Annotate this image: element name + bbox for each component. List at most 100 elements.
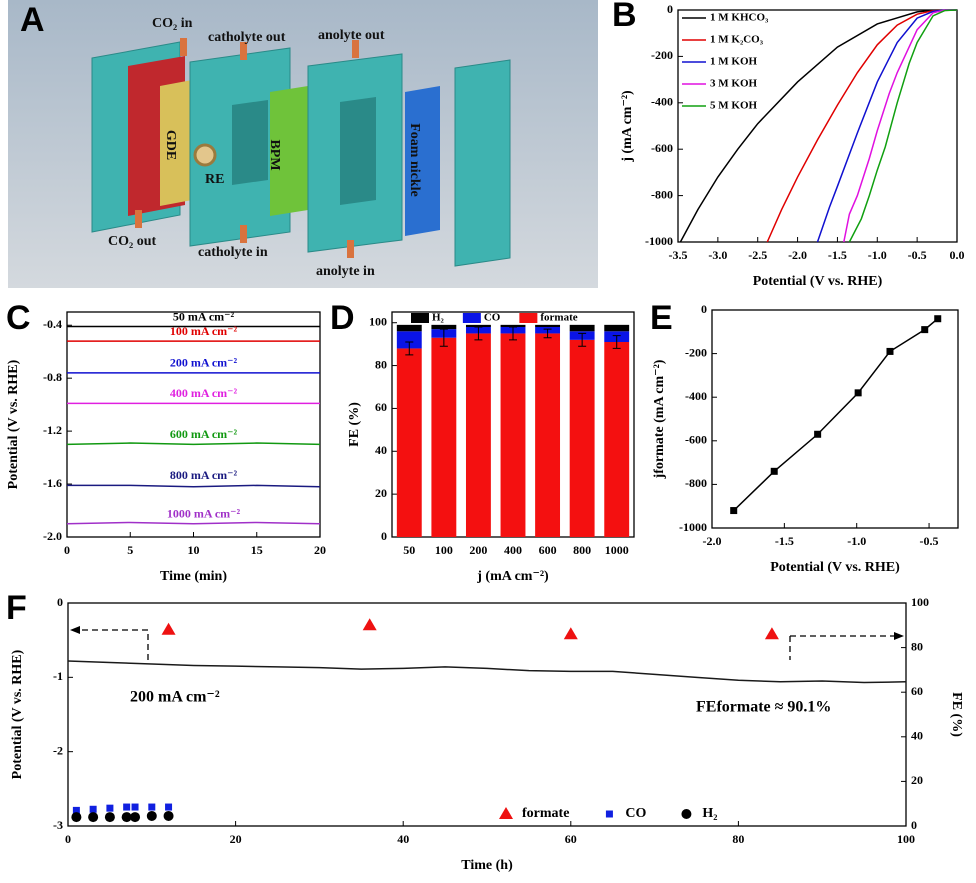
y2-tick-label: 60 — [911, 684, 923, 698]
marker — [130, 812, 141, 823]
y2-tick-label: 100 — [911, 595, 929, 609]
error-bar — [439, 328, 448, 347]
legend-label: 1 M KHCO₃ — [710, 12, 769, 24]
y-tick-label: 0 — [667, 2, 673, 16]
diagram-label: anolyte in — [316, 264, 375, 279]
foam-nickel — [405, 86, 440, 236]
error-bar — [509, 326, 517, 341]
arrow-head — [894, 632, 904, 640]
y-tick-label: 20 — [375, 486, 387, 500]
series-line — [67, 484, 321, 488]
series-line — [66, 442, 321, 446]
y-axis-label: Potential (V vs. RHE) — [6, 359, 21, 489]
error-bar — [474, 326, 483, 341]
port — [240, 42, 247, 60]
y-tick-label: -2.0 — [43, 529, 62, 543]
legend-label: 5 M KOH — [710, 100, 757, 112]
y-axis-label: Potential (V vs. RHE) — [10, 649, 25, 779]
annotation: 200 mA cm⁻² — [130, 689, 220, 706]
x-axis-label: j (mA cm⁻²) — [476, 569, 549, 584]
y-tick-label: 0 — [381, 529, 387, 543]
marker — [104, 812, 115, 823]
port — [347, 240, 354, 258]
y-tick-label: 80 — [375, 357, 387, 371]
y-tick-label: -200 — [685, 345, 707, 359]
bar-segment — [396, 331, 422, 349]
x-tick-label: 800 — [573, 543, 591, 557]
y-axis-label: j (mA cm⁻²) — [620, 90, 635, 163]
series-label: 200 mA cm⁻² — [170, 356, 238, 370]
x-tick-label: -0.5 — [920, 534, 939, 548]
marker — [131, 803, 139, 811]
y2-tick-label: 20 — [911, 773, 923, 787]
x-tick-label: -2.0 — [703, 534, 722, 548]
x-tick-label: 15 — [251, 543, 263, 557]
port — [180, 38, 187, 56]
diagram-label: CO₂ in — [152, 16, 193, 31]
legend-label: CO — [625, 806, 646, 821]
x-tick-label: 50 — [403, 543, 415, 557]
x-tick-label: 1000 — [605, 543, 629, 557]
anolyte-window — [340, 97, 376, 205]
bar-segment — [569, 324, 595, 332]
x-tick-label: -1.0 — [847, 534, 866, 548]
diagram-label: CO₂ out — [108, 234, 156, 249]
x-tick-label: -1.5 — [775, 534, 794, 548]
series-line — [766, 9, 958, 243]
f-arrows — [70, 626, 904, 660]
y-tick-label: -0.8 — [43, 370, 62, 384]
error-bar — [543, 328, 552, 339]
plot-frame — [711, 309, 959, 529]
x-tick-label: 400 — [504, 543, 522, 557]
y2-tick-label: 40 — [911, 729, 923, 743]
plot-frame — [66, 311, 321, 538]
port — [240, 225, 247, 243]
diagram-label: BPM — [267, 139, 282, 170]
x-tick-label: -0.5 — [908, 248, 927, 262]
diagram-label: Foam nickle — [407, 123, 422, 197]
x-tick-label: -3.5 — [669, 248, 688, 262]
reference-electrode — [193, 143, 217, 167]
bar-segment — [396, 324, 422, 332]
marker — [72, 806, 80, 814]
x-tick-label: 0 — [64, 543, 70, 557]
y2-axis-label: FE (%) — [949, 692, 964, 737]
diagram-label: catholyte out — [208, 30, 286, 45]
series-line — [848, 9, 958, 243]
panel-label: A — [20, 1, 45, 39]
legend-label: 1 M K₂CO₃ — [710, 34, 764, 46]
panel-label: E — [650, 299, 673, 337]
series-label: 800 mA cm⁻² — [170, 468, 238, 482]
series-line — [67, 660, 907, 684]
marker — [886, 347, 894, 355]
y-tick-label: -800 — [685, 476, 707, 490]
series-line — [733, 318, 939, 512]
end-plate — [454, 59, 511, 267]
legend-swatch — [411, 313, 429, 323]
bar-segment — [500, 333, 526, 537]
catholyte-window — [232, 100, 268, 185]
x-tick-label: 0.0 — [950, 248, 965, 262]
plot-frame — [67, 602, 907, 827]
series-label: 600 mA cm⁻² — [170, 427, 238, 441]
x-tick-label: 5 — [127, 543, 133, 557]
error-bar — [612, 335, 621, 349]
port — [135, 210, 142, 228]
panel-label: B — [612, 0, 637, 34]
series-label: 1000 mA cm⁻² — [167, 507, 241, 521]
y-tick-label: 40 — [375, 443, 387, 457]
bar-segment — [465, 324, 491, 327]
x-axis-label: Potential (V vs. RHE) — [753, 274, 883, 289]
x-tick-label: 20 — [314, 543, 326, 557]
marker — [106, 804, 114, 812]
bar-segment — [604, 342, 630, 537]
x-tick-label: 40 — [397, 832, 409, 846]
legend-label: H₂ — [432, 312, 445, 324]
y-tick-label: -1.6 — [43, 476, 62, 490]
x-tick-label: 0 — [65, 832, 71, 846]
y2-tick-label: 0 — [911, 818, 917, 832]
gde — [160, 80, 192, 206]
legend-swatch — [499, 807, 513, 819]
panel-label: F — [6, 589, 27, 627]
diagram-label: RE — [205, 172, 224, 187]
